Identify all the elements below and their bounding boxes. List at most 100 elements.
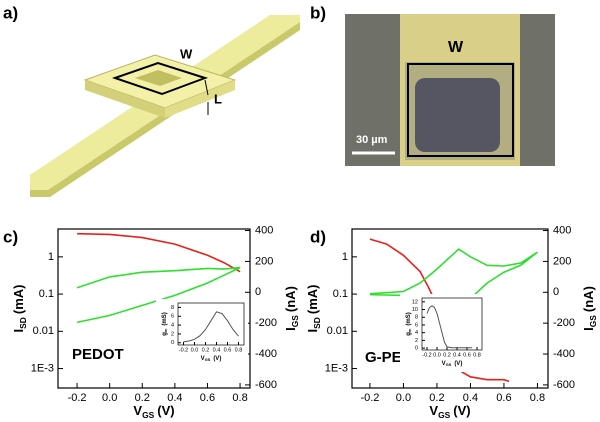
frame — [407, 63, 514, 157]
label-unit: (V) — [213, 356, 221, 362]
y-tick-label: 2 — [415, 338, 418, 344]
label-sub: GS — [446, 362, 452, 367]
y-tick-label: 0.01 — [327, 325, 348, 337]
panel-label: c) — [3, 227, 18, 246]
y2-tick-label: -200 — [553, 317, 575, 329]
label-unit: (mS) — [162, 312, 168, 325]
micrograph: W 30 µm — [345, 14, 555, 166]
x-tick-label: 0.0 — [191, 347, 199, 353]
x-tick-label: 0.2 — [443, 352, 451, 358]
x-tick-label: 0.6 — [224, 347, 232, 353]
y-tick-label: 0 — [415, 346, 418, 352]
label-main: g — [406, 332, 412, 336]
y-tick-label: 1E-3 — [31, 362, 54, 374]
inset-bg — [400, 294, 486, 372]
y-tick-label: 1E-3 — [325, 362, 348, 374]
annotation: PEDOT — [72, 346, 124, 363]
label-main: V — [429, 403, 438, 418]
x-tick-label: 0.0 — [433, 352, 441, 358]
y2-tick-label: -600 — [255, 379, 277, 391]
label-unit: (nA) — [283, 286, 298, 312]
x-tick-label: 0.8 — [232, 392, 247, 404]
y2-tick-label: -400 — [553, 348, 575, 360]
x-tick-label: 0.2 — [135, 392, 150, 404]
y-axis-label: ISD (mA) — [11, 285, 28, 333]
label-unit: (nA) — [581, 286, 596, 312]
inset-x-label: VGS (V) — [201, 356, 222, 362]
y-tick-label: 4 — [171, 323, 174, 329]
label-main: I — [11, 329, 26, 333]
label-unit: (V) — [453, 403, 470, 418]
inset-y-label: gm (mS) — [162, 312, 168, 335]
label-unit: (mS) — [406, 312, 412, 325]
label-unit: (mA) — [305, 285, 320, 315]
panel-label: b) — [310, 3, 326, 22]
x-tick-label: -0.2 — [360, 392, 379, 404]
x-axis-label: VGS (V) — [429, 403, 470, 420]
y-tick-label: 4 — [415, 330, 418, 336]
y-tick-label: 10 — [412, 307, 418, 313]
y-tick-label: 1 — [48, 251, 54, 263]
plot-frame — [351, 228, 549, 389]
x-tick-label: 0.4 — [167, 392, 182, 404]
inset-y-label: gm (mS) — [406, 312, 412, 335]
window — [415, 78, 500, 152]
x-tick-label: -0.2 — [68, 392, 87, 404]
y2-axis-label: IGS (nA) — [283, 286, 300, 331]
y-tick-label: 8 — [171, 305, 174, 311]
label-sub: m — [163, 328, 168, 332]
x-tick-label: 0.2 — [202, 347, 210, 353]
y-tick-label: 6 — [171, 314, 174, 320]
x-tick-label: 0.2 — [429, 392, 444, 404]
x-tick-label: 0.8 — [235, 347, 243, 353]
x-tick-label: 0.0 — [396, 392, 411, 404]
label-sub: SD — [312, 317, 322, 329]
plot-frame — [57, 228, 251, 389]
frame — [111, 61, 209, 96]
y2-tick-label: 400 — [553, 224, 571, 236]
inset-x-label: VGS (V) — [442, 361, 463, 367]
label-sub: GS — [438, 410, 451, 420]
label-sub: SD — [18, 317, 28, 329]
plot-frame — [421, 297, 483, 351]
x-tick-label: 0.6 — [496, 392, 511, 404]
scale-label: 30 µm — [356, 134, 388, 146]
y2-tick-label: 0 — [255, 286, 261, 298]
y2-tick-label: 0 — [553, 286, 559, 298]
label-sub: m — [407, 328, 412, 332]
y-tick-label: 1 — [342, 251, 348, 263]
x-tick-label: 0.8 — [473, 352, 481, 358]
x-tick-label: 0.6 — [200, 392, 215, 404]
series-line — [426, 305, 472, 349]
width-label: W — [180, 46, 193, 61]
y-tick-label: 6 — [415, 322, 418, 328]
arrow — [204, 79, 209, 96]
y-tick-label: 2 — [171, 331, 174, 337]
x-tick-label: 0.4 — [463, 392, 478, 404]
label-main: I — [581, 327, 596, 331]
y-tick-label: 8 — [415, 315, 418, 321]
y-tick-label: 12 — [412, 299, 418, 305]
x-tick-label: 0.8 — [530, 392, 545, 404]
y-tick-label: 0 — [171, 340, 174, 346]
y2-tick-label: -400 — [255, 348, 277, 360]
y2-tick-label: -600 — [553, 379, 575, 391]
membrane-side — [85, 80, 165, 118]
label-sub: GS — [142, 410, 155, 420]
label-sub: GS — [290, 315, 300, 328]
label-unit: (V) — [454, 361, 462, 367]
label-main: V — [442, 361, 446, 367]
y2-tick-label: 200 — [255, 255, 273, 267]
x-tick-label: 0.4 — [453, 352, 461, 358]
label-unit: (V) — [157, 403, 174, 418]
x-tick-label: -0.2 — [179, 347, 188, 353]
length-label: L — [214, 91, 222, 106]
y2-tick-label: -200 — [255, 317, 277, 329]
series-line — [76, 266, 241, 324]
label-main: V — [133, 403, 142, 418]
x-tick-label: 0.0 — [102, 392, 117, 404]
plot-frame — [177, 302, 245, 346]
label-main: I — [305, 329, 320, 333]
y2-tick-label: 400 — [255, 224, 273, 236]
